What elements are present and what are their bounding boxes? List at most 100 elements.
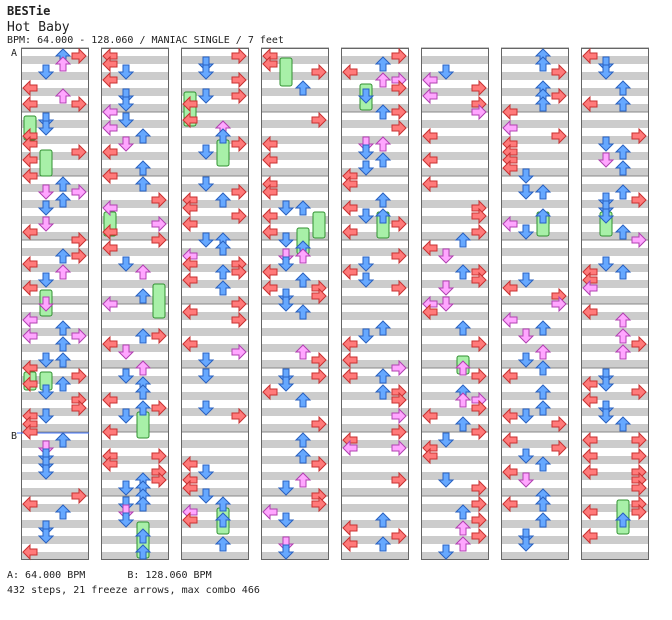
step-arrow-down <box>277 200 295 216</box>
step-arrow-left <box>182 335 198 353</box>
step-arrow-up <box>534 56 552 72</box>
step-arrow-down <box>517 168 535 184</box>
step-arrow-right <box>151 447 167 465</box>
step-arrow-right <box>551 127 567 145</box>
step-arrow-up <box>374 208 392 224</box>
step-arrow-left <box>422 71 438 89</box>
step-arrow-down <box>197 64 215 80</box>
step-arrow-up <box>534 344 552 360</box>
step-arrow-up <box>134 328 152 344</box>
freeze-arrow <box>136 411 150 439</box>
step-arrow-left <box>102 55 118 73</box>
step-arrow-down <box>117 112 135 128</box>
step-arrow-left <box>22 79 38 97</box>
step-arrow-up <box>54 264 72 280</box>
step-arrow-up <box>534 400 552 416</box>
step-arrow-right <box>71 47 87 65</box>
step-arrow-right <box>71 231 87 249</box>
step-arrow-left <box>262 383 278 401</box>
step-arrow-left <box>262 263 278 281</box>
step-arrow-up <box>134 288 152 304</box>
step-arrow-left <box>342 367 358 385</box>
step-arrow-right <box>231 263 247 281</box>
step-arrow-left <box>342 535 358 553</box>
step-arrow-down <box>597 208 615 224</box>
step-arrow-right <box>71 399 87 417</box>
step-arrow-down <box>517 448 535 464</box>
step-arrow-down <box>277 544 295 560</box>
step-arrow-up <box>54 192 72 208</box>
step-arrow-up <box>134 400 152 416</box>
step-arrow-right <box>631 479 647 497</box>
step-arrow-up <box>294 344 312 360</box>
chart-info: BPM: 64.000 - 128.060 / MANIAC SINGLE / … <box>7 35 284 46</box>
step-arrow-down <box>37 464 55 480</box>
step-arrow-left <box>262 223 278 241</box>
step-arrow-left <box>22 375 38 393</box>
step-arrow-up <box>374 320 392 336</box>
step-arrow-up <box>534 496 552 512</box>
step-arrow-right <box>311 351 327 369</box>
step-arrow-down <box>37 528 55 544</box>
step-arrow-up <box>214 128 232 144</box>
step-arrow-right <box>471 527 487 545</box>
step-arrow-up <box>614 328 632 344</box>
step-arrow-left <box>22 279 38 297</box>
step-arrow-up <box>294 448 312 464</box>
step-arrow-left <box>102 71 118 89</box>
step-arrow-right <box>551 295 567 313</box>
step-arrow-down <box>197 488 215 504</box>
step-arrow-left <box>182 95 198 113</box>
step-arrow-up <box>54 248 72 264</box>
step-arrow-right <box>631 447 647 465</box>
step-arrow-left <box>582 431 598 449</box>
step-arrow-left <box>582 391 598 409</box>
step-arrow-up <box>134 360 152 376</box>
step-arrow-left <box>102 455 118 473</box>
step-arrow-down <box>517 408 535 424</box>
step-arrow-up <box>54 88 72 104</box>
step-arrow-left <box>102 295 118 313</box>
step-arrow-down <box>517 328 535 344</box>
step-arrow-down <box>37 64 55 80</box>
step-arrow-down <box>197 144 215 160</box>
step-arrow-down <box>437 296 455 312</box>
step-arrow-left <box>502 495 518 513</box>
step-arrow-down <box>517 224 535 240</box>
step-arrow-left <box>102 199 118 217</box>
step-arrow-up <box>294 432 312 448</box>
step-arrow-left <box>582 303 598 321</box>
step-arrow-right <box>231 343 247 361</box>
step-arrow-down <box>197 176 215 192</box>
step-arrow-left <box>182 255 198 273</box>
step-arrow-right <box>311 495 327 513</box>
step-arrow-right <box>471 79 487 97</box>
step-arrow-left <box>502 463 518 481</box>
chart-column <box>261 47 329 560</box>
step-arrow-down <box>117 512 135 528</box>
step-arrow-left <box>342 199 358 217</box>
step-arrow-up <box>54 376 72 392</box>
step-arrow-down <box>117 96 135 112</box>
step-arrow-up <box>534 512 552 528</box>
step-arrow-right <box>471 399 487 417</box>
step-arrow-left <box>582 447 598 465</box>
step-arrow-right <box>391 423 407 441</box>
step-arrow-down <box>37 352 55 368</box>
step-arrow-down <box>357 144 375 160</box>
step-arrow-right <box>391 359 407 377</box>
step-arrow-left <box>422 303 438 321</box>
step-arrow-left <box>22 359 38 377</box>
step-arrow-up <box>614 344 632 360</box>
step-arrow-left <box>102 423 118 441</box>
step-arrow-right <box>471 479 487 497</box>
step-arrow-up <box>134 176 152 192</box>
step-arrow-down <box>277 512 295 528</box>
step-arrow-up <box>454 320 472 336</box>
step-arrow-up <box>214 536 232 552</box>
step-arrow-left <box>342 223 358 241</box>
step-arrow-up <box>54 352 72 368</box>
step-arrow-down <box>357 256 375 272</box>
step-arrow-left <box>22 327 38 345</box>
step-arrow-down <box>117 344 135 360</box>
